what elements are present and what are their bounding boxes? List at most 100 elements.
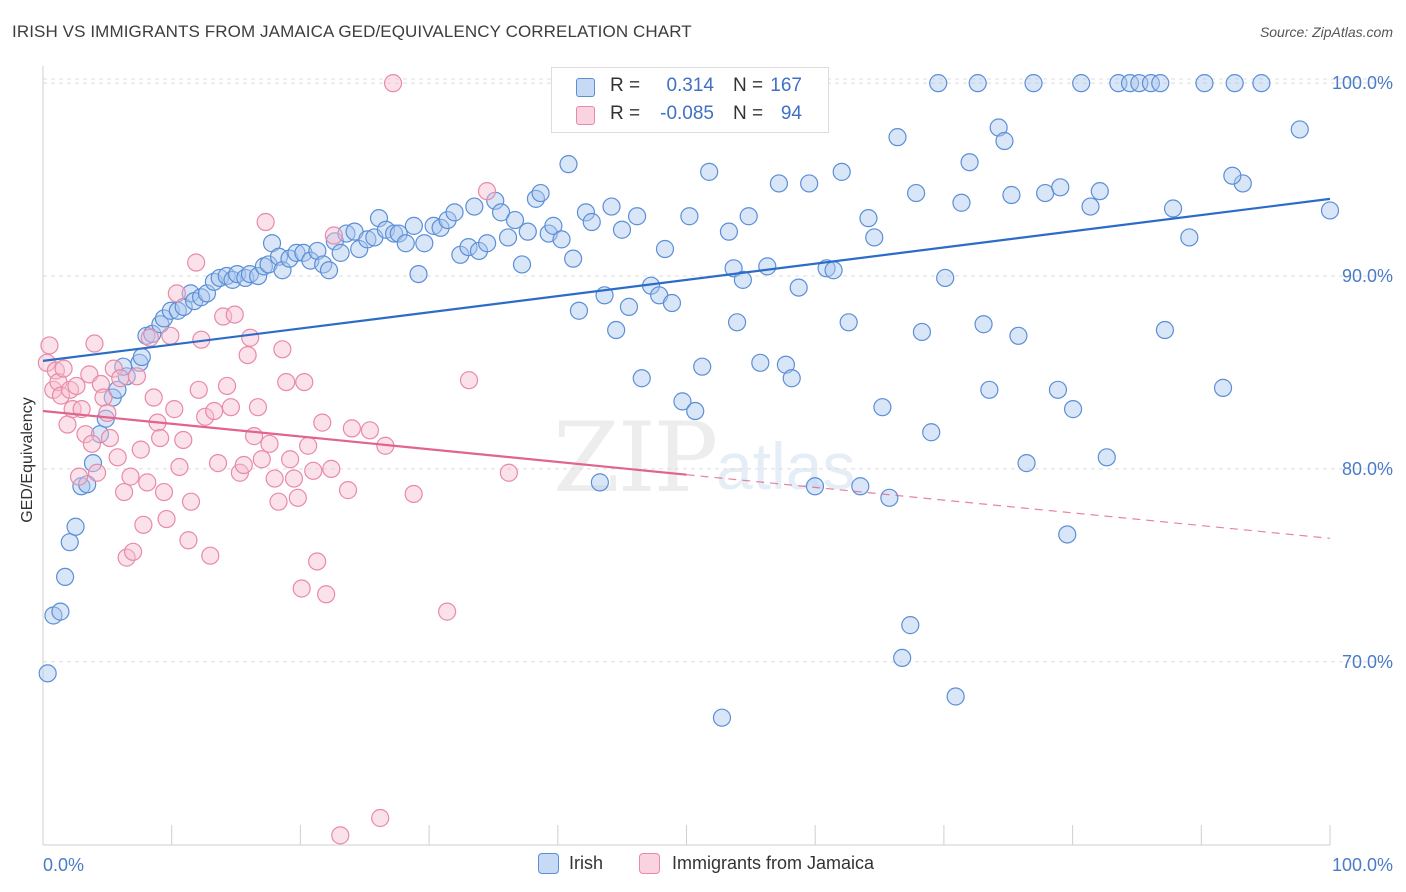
irish-point: [478, 234, 497, 253]
jamaica-point: [114, 482, 134, 502]
irish-point: [55, 567, 75, 587]
jamaica-point: [273, 340, 292, 359]
jamaica-point: [459, 371, 479, 390]
irish-point: [655, 239, 675, 259]
jamaica-point: [100, 428, 120, 448]
irish-point: [960, 153, 979, 172]
irish-point: [1320, 201, 1340, 220]
irish-point: [248, 266, 268, 286]
irish-point: [154, 309, 174, 328]
irish-point: [1180, 228, 1199, 247]
series-legend: Irish Immigrants from Jamaica: [0, 852, 1406, 880]
jamaica-point: [91, 374, 111, 394]
irish-point: [1072, 74, 1091, 93]
jamaica-point: [40, 336, 59, 355]
irish-point: [880, 488, 899, 507]
irish-point: [1090, 182, 1109, 201]
n-label: N =: [733, 103, 764, 124]
jamaica-point: [404, 484, 423, 504]
jamaica-point: [121, 467, 140, 486]
jamaica-point: [108, 448, 127, 467]
irish-point: [531, 183, 550, 203]
irish-point: [733, 270, 752, 289]
irish-swatch: [538, 853, 559, 874]
jamaica-point: [131, 440, 150, 459]
irish-point: [800, 174, 819, 193]
jamaica-point: [304, 461, 323, 480]
irish-point: [873, 398, 892, 417]
irish-point: [60, 533, 79, 552]
jamaica-point: [324, 226, 343, 245]
irish-point: [465, 197, 484, 216]
jamaica-point: [140, 328, 159, 347]
irish-point: [1048, 380, 1068, 399]
n-label: N =: [733, 75, 764, 96]
stats-row-irish: R = 0.314 N = 167: [552, 72, 828, 102]
jamaica-point: [292, 579, 311, 598]
n-value: 167: [770, 75, 802, 96]
irish-point: [319, 261, 339, 280]
irish-point: [817, 259, 836, 278]
irish-point: [151, 315, 170, 334]
jamaica-point: [308, 552, 327, 571]
jamaica-point: [322, 459, 341, 478]
irish-point: [632, 369, 651, 388]
irish-point: [1036, 183, 1055, 203]
jamaica-point: [154, 482, 174, 502]
irish-point: [839, 313, 858, 332]
irish-point: [404, 216, 423, 235]
irish-point: [929, 74, 948, 93]
jamaica-point: [383, 74, 403, 93]
irish-point: [1290, 120, 1309, 139]
irish-point: [331, 243, 350, 262]
jamaica-point: [260, 434, 279, 453]
irish-point: [980, 380, 999, 399]
jamaica-point: [165, 400, 184, 419]
irish-point: [1097, 448, 1116, 467]
legend-label: Immigrants from Jamaica: [672, 853, 875, 873]
jamaica-point: [94, 388, 113, 407]
irish-point: [491, 203, 511, 222]
irish-point: [544, 216, 563, 235]
jamaica-point: [284, 469, 304, 488]
jamaica-point: [277, 373, 296, 392]
jamaica-point: [248, 398, 268, 417]
jamaica-point: [85, 334, 104, 353]
jamaica-point: [477, 182, 497, 201]
jamaica-point: [174, 430, 193, 450]
irish-point: [308, 241, 327, 261]
jamaica-trend-line-extension: [686, 474, 1331, 539]
irish-point: [287, 243, 306, 262]
jamaica-point: [127, 367, 147, 386]
jamaica-point: [181, 492, 201, 511]
irish-point: [680, 207, 699, 226]
irish-point: [612, 220, 632, 239]
irish-point: [662, 293, 682, 313]
irish-point: [922, 423, 941, 442]
irish-point: [673, 392, 692, 411]
irish-point: [859, 209, 878, 228]
irish-point: [1225, 74, 1244, 93]
y-tick-label: 90.0%: [1342, 266, 1393, 286]
irish-point: [409, 264, 428, 284]
jamaica-point: [161, 326, 180, 345]
irish-point: [824, 261, 843, 280]
irish-point: [1024, 74, 1043, 93]
irish-point: [865, 228, 884, 247]
irish-point: [358, 230, 377, 249]
jamaica-swatch: [576, 106, 595, 125]
jamaica-point: [288, 488, 307, 507]
jamaica-point: [238, 345, 257, 365]
irish-point: [66, 517, 85, 536]
irish-point: [1141, 74, 1161, 93]
irish-point: [968, 74, 987, 93]
irish-point: [83, 454, 103, 473]
legend-label: Irish: [569, 853, 604, 873]
jamaica-point: [179, 531, 198, 550]
irish-point: [552, 230, 571, 249]
irish-point: [719, 222, 739, 241]
jamaica-point: [80, 365, 99, 384]
irish-point: [459, 237, 478, 257]
irish-point: [415, 234, 434, 253]
